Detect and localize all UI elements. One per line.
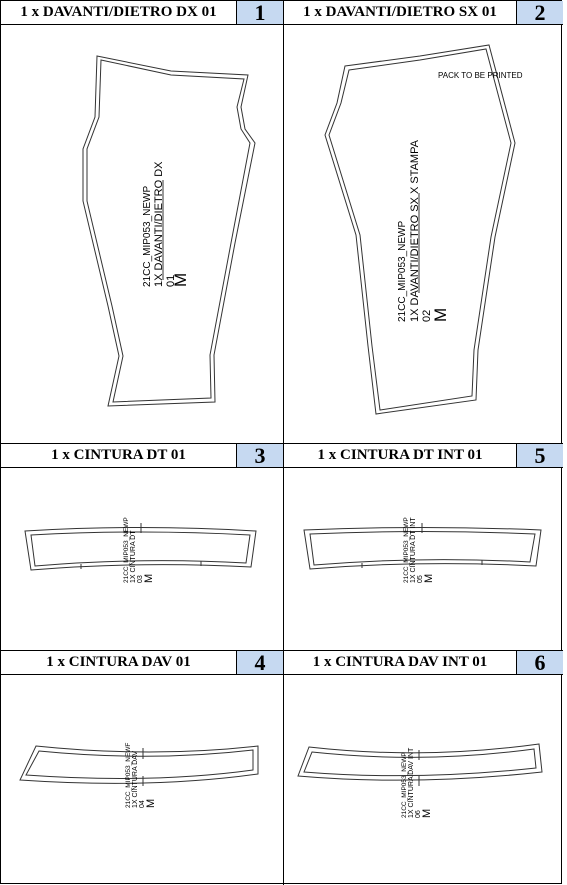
piece-name: 1X CINTURA DT — [130, 530, 137, 583]
piece-quantity: 04 — [139, 800, 146, 808]
panel-number: 3 — [236, 443, 283, 468]
piece-quantity: 03 — [137, 575, 144, 583]
piece-code: 21CC_MIP053_NEWP — [403, 517, 410, 583]
panel-number: 1 — [236, 0, 283, 25]
panel-title: 1 x CINTURA DAV 01 — [46, 654, 191, 670]
piece-quantity: 06 — [415, 810, 422, 818]
pattern-panel-1: 21CC_MIP053_NEWP 1X DAVANTI/DIETRO DX 01… — [1, 25, 283, 443]
piece-name: 1X CINTURA DAV — [132, 751, 139, 808]
panel-header-5: 1 x CINTURA DT INT 01 5 — [284, 443, 563, 468]
panel-title: 1 x DAVANTI/DIETRO SX 01 — [303, 4, 497, 20]
panel-number: 5 — [516, 443, 563, 468]
row-divider — [1, 650, 563, 651]
piece-name: 1X CINTURA DAV INT — [408, 747, 415, 818]
pattern-piece-inner-outline — [303, 748, 537, 777]
panel-title: 1 x CINTURA DT 01 — [51, 447, 186, 463]
pattern-piece-inner-outline — [25, 749, 254, 780]
panel-number: 2 — [516, 0, 563, 25]
panel-number: 6 — [516, 650, 563, 675]
piece-name: 1X CINTURA DT INT — [410, 517, 417, 583]
pattern-panel-6: 21CC_MIP053_NEWP 1X CINTURA DAV INT 06 M — [284, 676, 563, 885]
pattern-panel-5: 21CC_MIP053_NEWP 1X CINTURA DT INT 05 M — [284, 468, 563, 650]
piece-size: M — [143, 574, 155, 583]
piece-quantity: 05 — [417, 575, 424, 583]
pattern-piece-outline — [303, 527, 542, 570]
piece-code: 21CC_MIP053_NEWF — [125, 743, 132, 808]
panel-title: 1 x DAVANTI/DIETRO DX 01 — [20, 4, 217, 20]
piece-code: 21CC_MIP053_NEWP — [397, 221, 408, 322]
pattern-piece-outline — [82, 55, 256, 407]
piece-name: 1X DAVANTI/DIETRO SX X STAMPA — [409, 139, 421, 322]
pattern-piece-outline — [19, 745, 259, 784]
piece-code: 21CC_MIP053_NEWP — [401, 752, 408, 818]
panel-header-1: 1 x DAVANTI/DIETRO DX 01 1 — [1, 0, 283, 25]
panel-title: 1 x CINTURA DAV INT 01 — [312, 654, 488, 670]
piece-code: 21CC_MIP053_NEWP — [123, 517, 130, 583]
pattern-piece-outline — [297, 743, 543, 781]
piece-size: M — [431, 308, 450, 322]
panel-number: 4 — [236, 650, 283, 675]
pattern-piece-outline — [324, 44, 516, 415]
pattern-panel-3: 21CC_MIP053_NEWP 1X CINTURA DT 03 M — [1, 468, 283, 650]
panel-header-3: 1 x CINTURA DT 01 3 — [1, 443, 283, 468]
panel-header-6: 1 x CINTURA DAV INT 01 6 — [284, 650, 563, 675]
print-note: PACK TO BE PRINTED — [438, 71, 523, 80]
piece-name: 1X DAVANTI/DIETRO DX — [153, 161, 165, 287]
piece-size: M — [145, 799, 157, 808]
pattern-piece-inner-outline — [309, 531, 536, 566]
panel-header-2: 1 x DAVANTI/DIETRO SX 01 2 — [284, 0, 563, 25]
panel-header-4: 1 x CINTURA DAV 01 4 — [1, 650, 283, 675]
piece-quantity: 02 — [421, 310, 433, 322]
row-divider — [1, 443, 563, 444]
piece-size: M — [421, 809, 433, 818]
pattern-piece-outline — [24, 527, 257, 571]
panel-title: 1 x CINTURA DT INT 01 — [317, 447, 483, 463]
piece-code: 21CC_MIP053_NEWP — [142, 186, 153, 287]
piece-quantity: 01 — [165, 275, 177, 287]
piece-size: M — [423, 574, 435, 583]
piece-size: M — [171, 273, 190, 287]
pattern-panel-4: 21CC_MIP053_NEWF 1X CINTURA DAV 04 M — [1, 676, 283, 885]
pattern-panel-2: PACK TO BE PRINTED 21CC_MIP053_NEWP 1X D… — [284, 25, 563, 443]
pattern-piece-inner-outline — [86, 59, 251, 403]
pattern-piece-inner-outline — [328, 48, 512, 411]
pattern-piece-inner-outline — [30, 531, 251, 567]
